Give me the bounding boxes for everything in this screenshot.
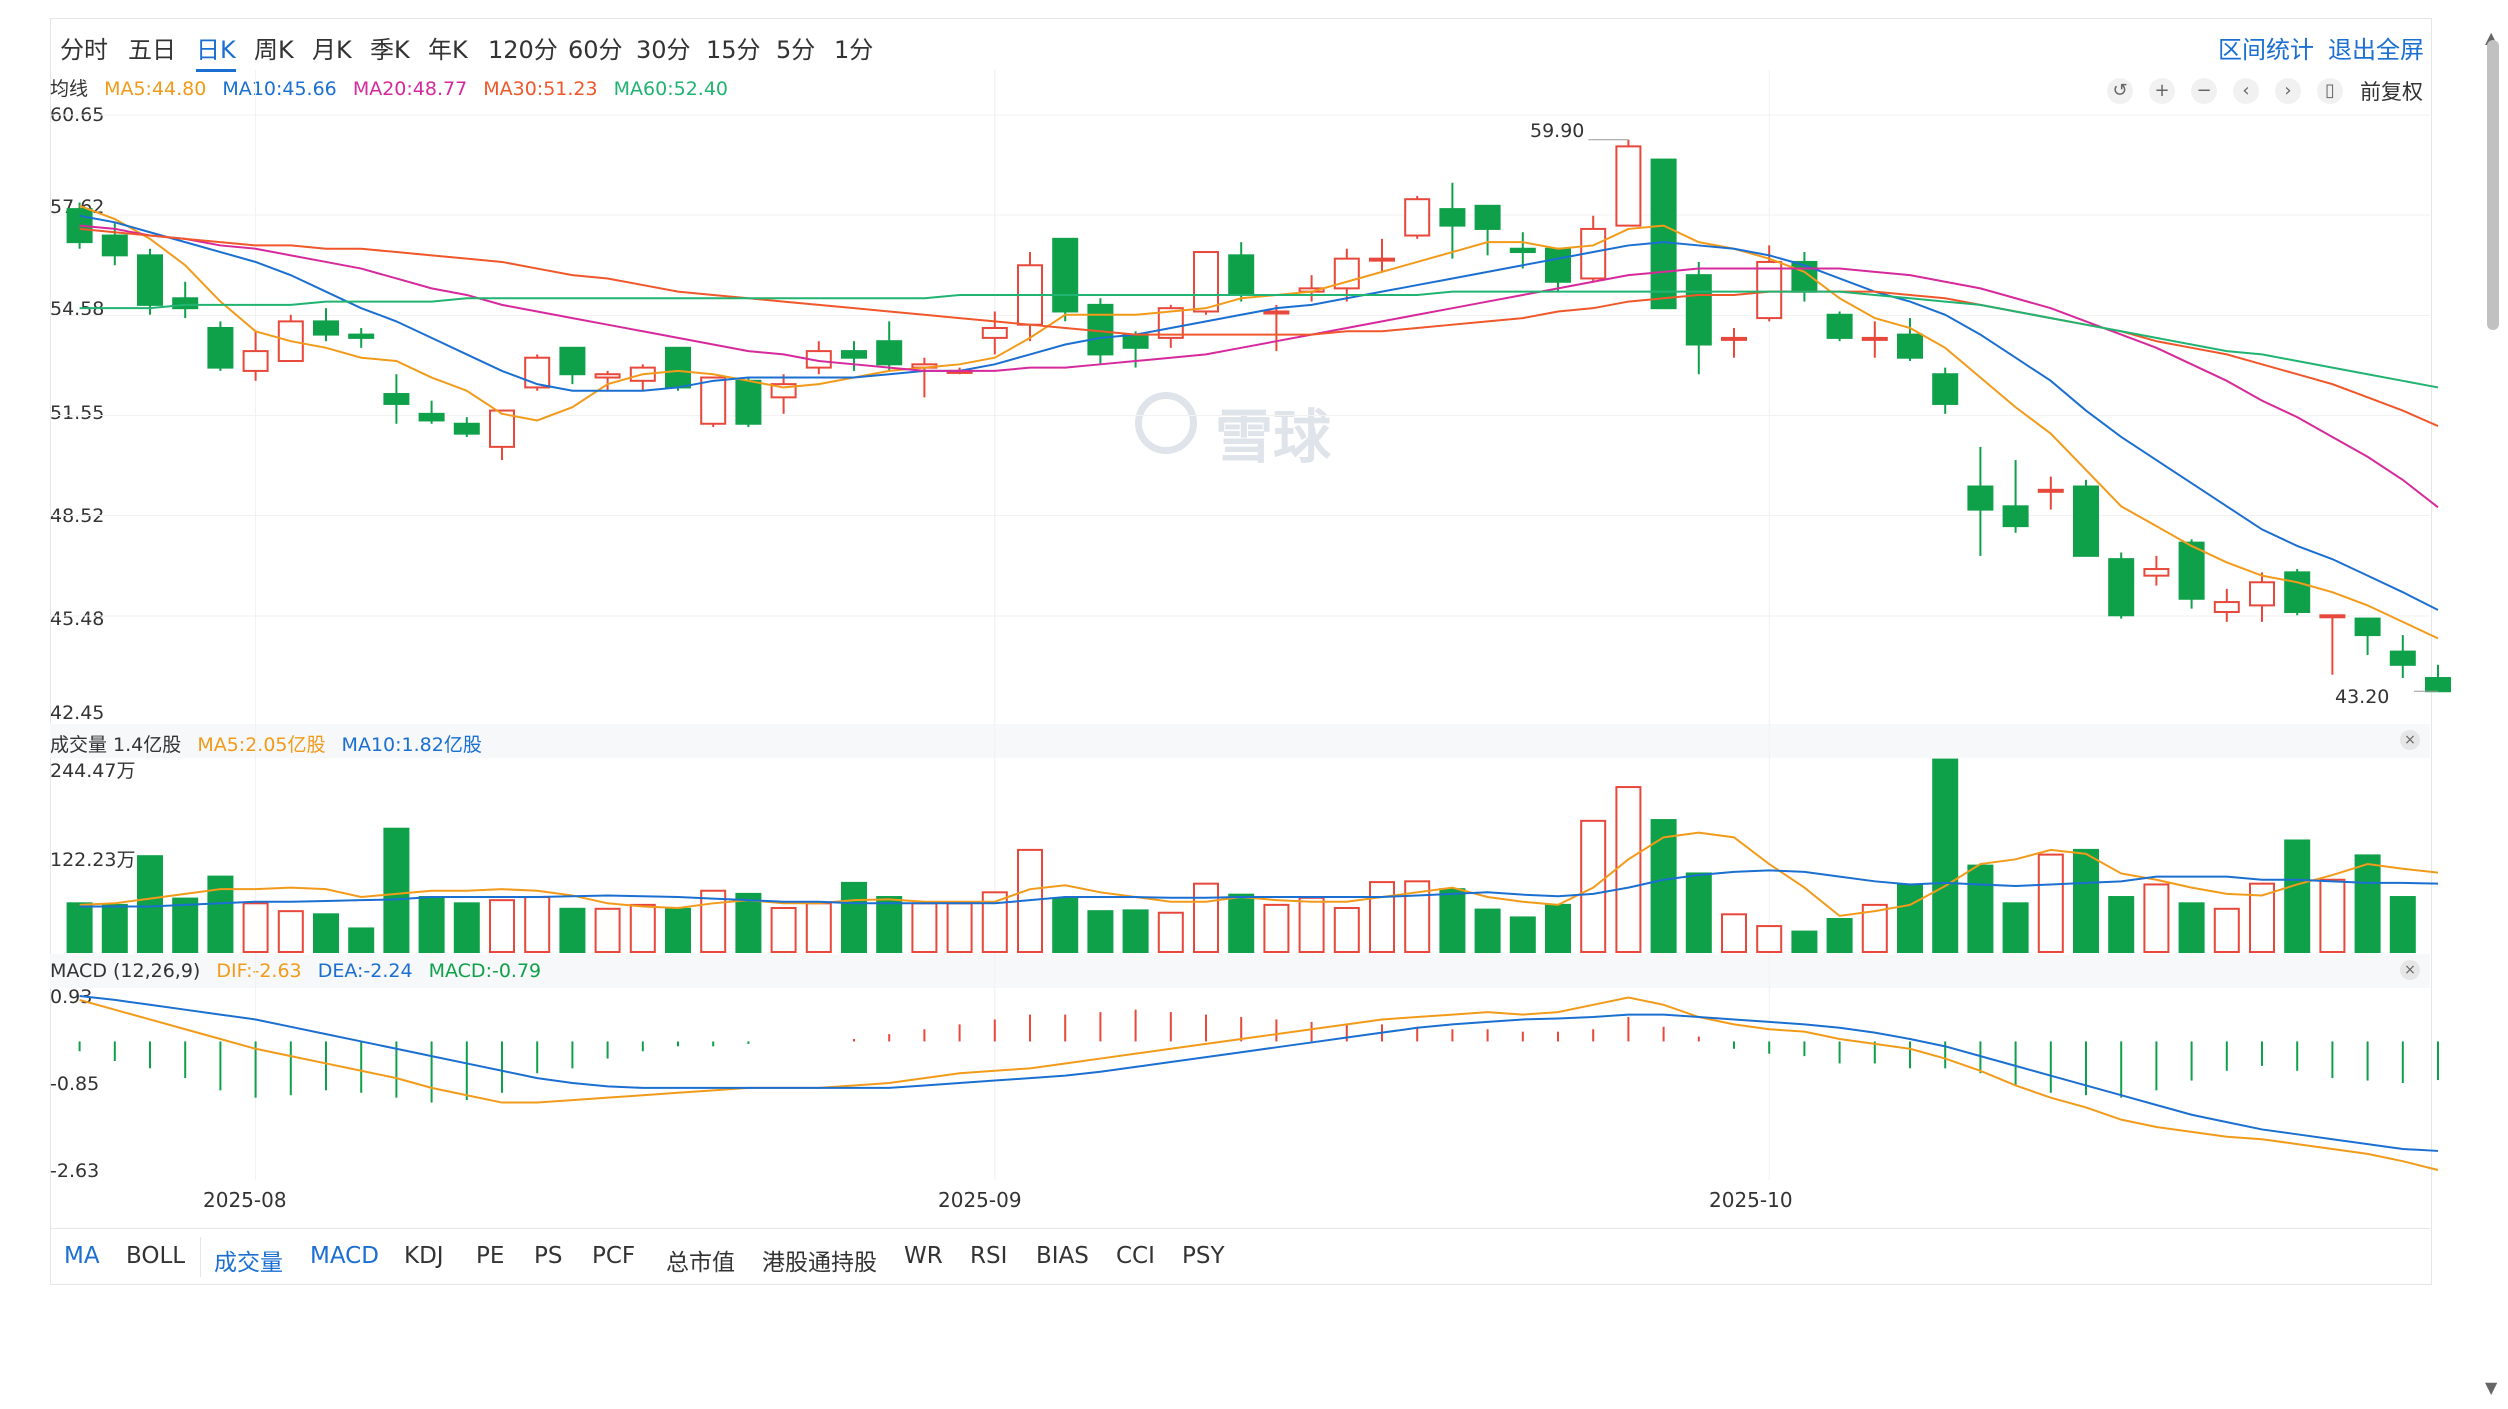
tab-monthly-k[interactable]: 月K (312, 36, 352, 64)
ma60-value: MA60:52.40 (613, 78, 729, 100)
watermark: 雪球 (1215, 403, 1332, 471)
tab-60min[interactable]: 60分 (568, 36, 623, 64)
ma-legend-label: 均线 (50, 78, 89, 100)
tab-daily-k[interactable]: 日K (196, 30, 236, 72)
x-axis-label: 2025-09 (938, 1188, 1022, 1212)
ma20-value: MA20:48.77 (352, 78, 468, 100)
fuquan-selector[interactable]: 前复权 (2360, 80, 2423, 104)
range-stats-button[interactable]: 区间统计 (2218, 36, 2314, 64)
tab-quarterly-k[interactable]: 季K (370, 36, 410, 64)
macd-axis-label: -0.85 (50, 1073, 100, 1095)
ind-tab-ma[interactable]: MA (64, 1243, 100, 1269)
price-axis-label: 57.62 (50, 196, 105, 218)
ind-tab-bias[interactable]: BIAS (1036, 1243, 1089, 1269)
price-axis-label: 54.58 (50, 298, 105, 320)
zoom-out-icon[interactable]: − (2191, 78, 2217, 104)
volume-header: 成交量 1.4亿股 MA5:2.05亿股 MA10:1.82亿股 × (50, 724, 2430, 758)
volume-ma10: MA10:1.82亿股 (341, 734, 482, 756)
macd-axis-label: 0.93 (50, 986, 93, 1008)
price-axis-label: 45.48 (50, 608, 105, 630)
price-axis-label: 51.55 (50, 402, 105, 424)
macd-header: MACD (12,26,9) DIF:-2.63 DEA:-2.24 MACD:… (50, 954, 2430, 988)
tab-30min[interactable]: 30分 (636, 36, 691, 64)
ind-tab-psy[interactable]: PSY (1182, 1243, 1225, 1269)
tab-five-day[interactable]: 五日 (128, 36, 176, 64)
ma10-value: MA10:45.66 (222, 78, 337, 100)
ind-tab-macd[interactable]: MACD (310, 1243, 379, 1269)
low-price-annotation: 43.20 (2335, 686, 2390, 708)
tab-fenshi[interactable]: 分时 (60, 36, 108, 64)
volume-ma5: MA5:2.05亿股 (197, 734, 326, 756)
tab-yearly-k[interactable]: 年K (428, 36, 468, 64)
price-axis-label: 42.45 (50, 702, 105, 724)
ma5-value: MA5:44.80 (104, 78, 207, 100)
zoom-in-icon[interactable]: + (2149, 78, 2175, 104)
macd-value: MACD:-0.79 (428, 960, 542, 982)
x-axis-label: 2025-08 (203, 1188, 287, 1212)
macd-axis-label: -2.63 (50, 1160, 100, 1182)
camera-icon[interactable]: ▯ (2317, 78, 2343, 104)
ma-legend: 均线 MA5:44.80 MA10:45.66 MA20:48.77 MA30:… (50, 74, 738, 101)
ma30-value: MA30:51.23 (483, 78, 598, 100)
ind-tab-wr[interactable]: WR (904, 1243, 943, 1269)
separator (200, 1237, 201, 1277)
x-axis-label: 2025-10 (1709, 1188, 1793, 1212)
ind-tab-volume[interactable]: 成交量 (214, 1250, 283, 1276)
pan-right-icon[interactable]: › (2275, 78, 2301, 104)
undo-icon[interactable]: ↺ (2107, 78, 2133, 104)
high-price-annotation: 59.90 (1530, 120, 1585, 142)
exit-fullscreen-button[interactable]: 退出全屏 (2328, 36, 2424, 64)
tab-1min[interactable]: 1分 (834, 36, 874, 64)
tab-120min[interactable]: 120分 (488, 36, 558, 64)
volume-label: 成交量 1.4亿股 (50, 734, 182, 756)
close-volume-icon[interactable]: × (2400, 730, 2420, 750)
price-axis-label: 48.52 (50, 505, 105, 527)
ind-tab-pe[interactable]: PE (476, 1243, 505, 1269)
ind-tab-cci[interactable]: CCI (1116, 1243, 1155, 1269)
ind-tab-boll[interactable]: BOLL (126, 1243, 186, 1269)
tab-weekly-k[interactable]: 周K (254, 36, 294, 64)
ind-tab-rsi[interactable]: RSI (970, 1243, 1008, 1269)
ind-tab-kdj[interactable]: KDJ (404, 1243, 444, 1269)
indicator-bar: MA BOLL 成交量 MACD KDJ PE PS PCF 总市值 港股通持股… (50, 1228, 2430, 1283)
scroll-down-icon[interactable]: ▼ (2485, 1378, 2498, 1397)
macd-label: MACD (12,26,9) (50, 960, 201, 982)
xueqiu-logo-icon (1135, 392, 1197, 454)
pan-left-icon[interactable]: ‹ (2233, 78, 2259, 104)
ind-tab-hk-connect[interactable]: 港股通持股 (762, 1250, 877, 1276)
scrollbar-thumb[interactable] (2487, 40, 2499, 330)
tab-15min[interactable]: 15分 (706, 36, 761, 64)
tab-5min[interactable]: 5分 (776, 36, 816, 64)
ind-tab-market-cap[interactable]: 总市值 (666, 1250, 735, 1276)
period-toolbar: 分时 五日 日K 周K 月K 季K 年K 120分 60分 30分 15分 5分… (50, 18, 2430, 72)
ind-tab-ps[interactable]: PS (534, 1243, 563, 1269)
ind-tab-pcf[interactable]: PCF (592, 1243, 636, 1269)
volume-axis-label: 122.23万 (50, 849, 136, 871)
chart-frame (50, 18, 2432, 1285)
macd-dif: DIF:-2.63 (216, 960, 302, 982)
price-axis-label: 60.65 (50, 104, 105, 126)
volume-axis-label: 244.47万 (50, 760, 136, 782)
close-macd-icon[interactable]: × (2400, 960, 2420, 980)
macd-dea: DEA:-2.24 (317, 960, 413, 982)
